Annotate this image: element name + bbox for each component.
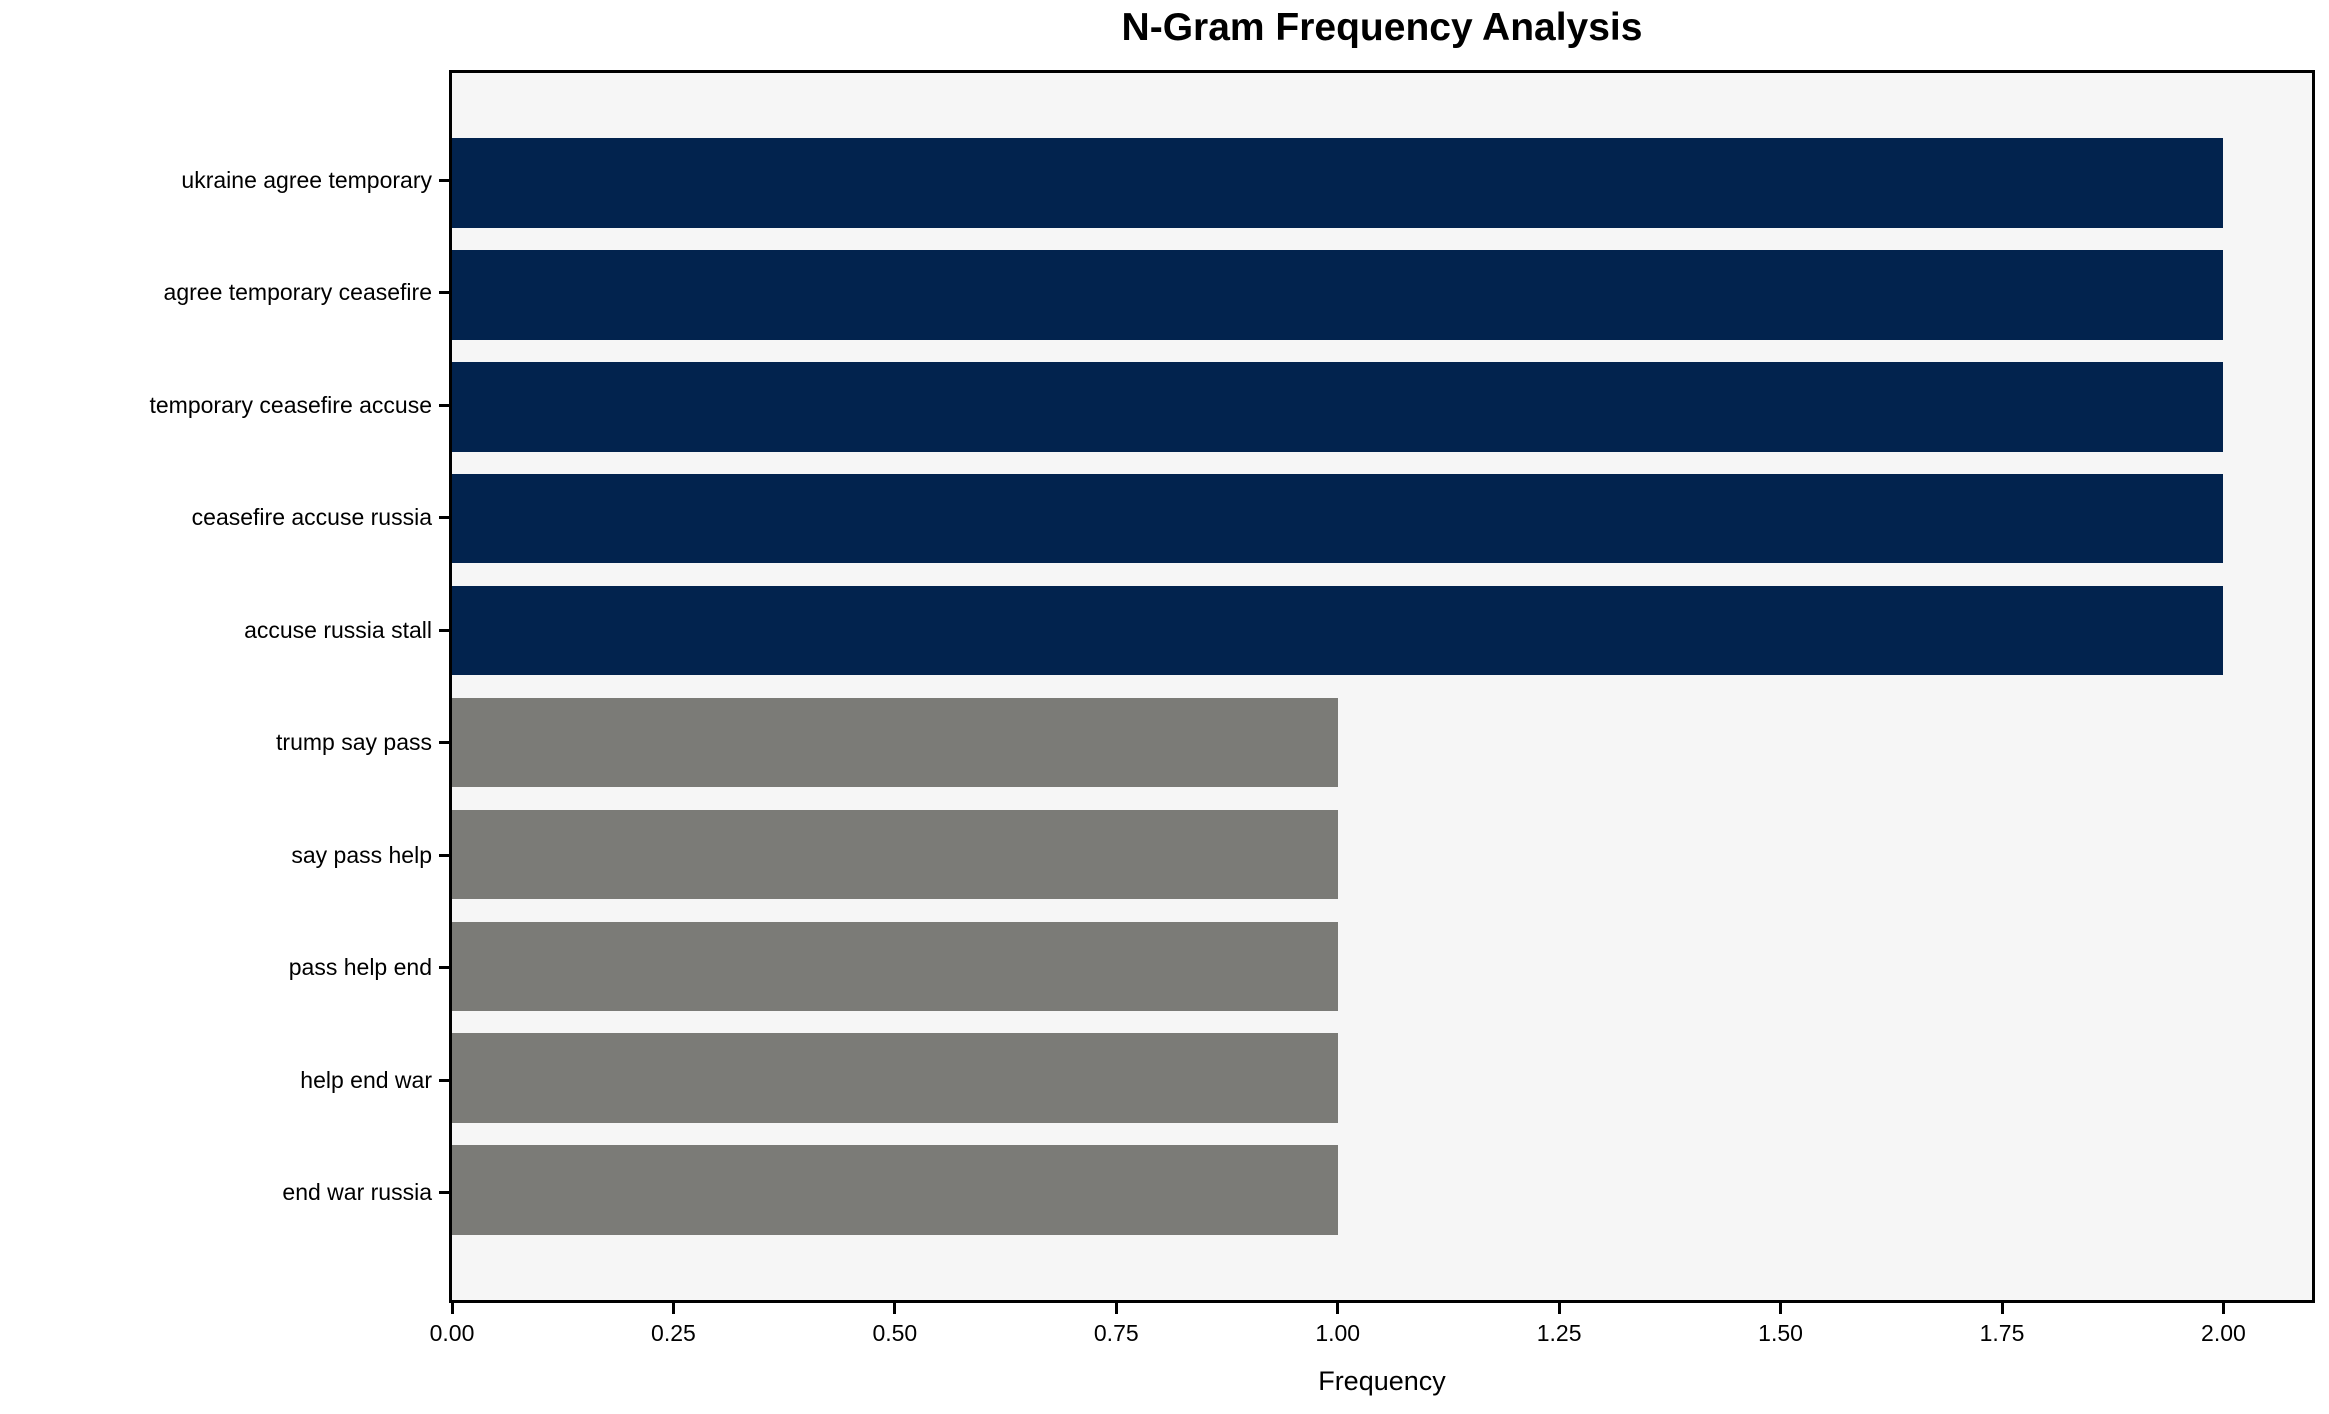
x-axis-title: Frequency (1318, 1366, 1446, 1396)
x-tick-mark (2000, 1303, 2004, 1314)
y-tick-mark (439, 291, 449, 295)
bar (452, 250, 2224, 340)
bar (452, 138, 2224, 228)
x-tick-label: 1.00 (1315, 1320, 1361, 1346)
x-tick-label: 1.50 (1758, 1320, 1803, 1346)
x-tick-label: 0.00 (429, 1320, 475, 1346)
chart-title: N-Gram Frequency Analysis (1121, 6, 1643, 49)
y-axis-label: say pass help (291, 841, 432, 868)
y-axis-label-row: help end war (0, 1024, 449, 1137)
plot-area (449, 70, 2315, 1303)
bar-row (452, 127, 2312, 239)
y-axis-label: temporary ceasefire accuse (149, 391, 432, 418)
x-tick-label: 1.75 (1979, 1320, 2025, 1346)
y-axis-label-row: pass help end (0, 912, 449, 1025)
x-tick-label: 0.25 (651, 1320, 696, 1346)
x-tick-mark (1557, 1303, 1561, 1314)
bar-row (452, 351, 2312, 463)
y-axis-label: end war russia (282, 1179, 432, 1206)
y-tick-mark (439, 178, 449, 182)
y-axis-label: pass help end (288, 954, 432, 981)
y-axis-label: help end war (300, 1066, 432, 1093)
bars-container (452, 73, 2312, 1300)
x-tick-label: 2.00 (2201, 1320, 2246, 1346)
bar (452, 1145, 1338, 1235)
x-tick-mark (450, 1303, 454, 1314)
bar (452, 1033, 1338, 1123)
x-tick-mark (1779, 1303, 1783, 1314)
y-axis-label-row: ukraine agree temporary (0, 124, 449, 237)
bar (452, 473, 2224, 564)
y-tick-mark (439, 966, 449, 970)
y-axis-label-row: say pass help (0, 799, 449, 912)
x-tick-label: 1.25 (1536, 1320, 1582, 1346)
x-tick-mark (671, 1303, 675, 1314)
bar-row (452, 1022, 2312, 1134)
y-axis-label-row: agree temporary ceasefire (0, 237, 449, 350)
bar-row (452, 910, 2312, 1022)
x-tick-mark (1114, 1303, 1118, 1314)
y-axis-label-row: end war russia (0, 1137, 449, 1250)
bar (452, 697, 1338, 788)
y-tick-mark (439, 1078, 449, 1082)
x-tick-mark (1336, 1303, 1340, 1314)
bar-row (452, 798, 2312, 910)
x-tick-mark (893, 1303, 897, 1314)
y-tick-mark (439, 628, 449, 632)
bar (452, 585, 2224, 676)
y-axis-label-row: temporary ceasefire accuse (0, 349, 449, 462)
bar-row (452, 575, 2312, 687)
y-tick-mark (439, 1191, 449, 1195)
y-tick-mark (439, 516, 449, 520)
y-axis-label-row: trump say pass (0, 687, 449, 800)
y-axis-labels: ukraine agree temporary agree temporary c… (0, 70, 449, 1303)
y-axis-label-row: accuse russia stall (0, 574, 449, 687)
y-axis-label: ceasefire accuse russia (191, 504, 432, 531)
y-axis-label: agree temporary ceasefire (163, 279, 432, 306)
x-tick-mark (2221, 1303, 2225, 1314)
bar-row (452, 239, 2312, 351)
bar (452, 362, 2224, 452)
y-tick-mark (439, 853, 449, 857)
bar (452, 809, 1338, 900)
y-axis-label: trump say pass (276, 729, 432, 756)
y-axis-label: accuse russia stall (244, 616, 432, 643)
x-tick-label: 0.75 (1093, 1320, 1139, 1346)
y-tick-mark (439, 741, 449, 745)
bar-row (452, 1134, 2312, 1246)
y-axis-label: ukraine agree temporary (181, 166, 432, 193)
y-axis-label-row: ceasefire accuse russia (0, 462, 449, 575)
bar (452, 921, 1338, 1012)
bar-row (452, 687, 2312, 799)
x-tick-label: 0.50 (872, 1320, 918, 1346)
bar-row (452, 463, 2312, 575)
y-tick-mark (439, 403, 449, 407)
